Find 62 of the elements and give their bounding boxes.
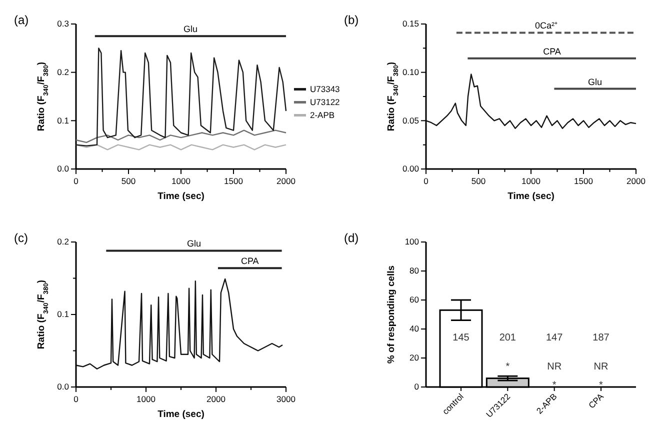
- y-tick-label: 0.0: [57, 382, 70, 392]
- chart-title: (a): [14, 13, 29, 27]
- x-tick-label: 2000: [276, 176, 296, 186]
- line-series: [75, 130, 287, 144]
- x-tick-label: 0: [424, 176, 429, 186]
- annotation: *: [599, 380, 604, 392]
- x-tick-label: 0: [74, 176, 79, 186]
- legend-label: U73122: [310, 96, 340, 107]
- y-tick-label: 0.05: [402, 115, 420, 126]
- y-tick-label: 0.3: [57, 18, 70, 29]
- x-tick-label: 1000: [136, 394, 156, 404]
- x-tick-label: 1500: [224, 176, 244, 186]
- x-tick-label: 3000: [276, 394, 296, 404]
- x-tick-label: 500: [471, 176, 486, 186]
- x-axis-title: Time (sec): [158, 191, 204, 202]
- annotation: Glu: [186, 238, 201, 249]
- annotation: CPA: [543, 46, 561, 56]
- y-tick-label: 60: [410, 294, 420, 305]
- annotation: 0Ca²⁺: [534, 20, 558, 31]
- y-axis-title: % of responding cells: [386, 265, 397, 364]
- x-tick-label: 500: [121, 176, 136, 186]
- y-tick-label: 0.1: [57, 115, 70, 126]
- y-tick-label: 40: [410, 324, 420, 334]
- legend-label: U73343: [310, 84, 340, 94]
- line-series: [75, 48, 287, 146]
- x-tick-label: CPA: [586, 391, 606, 410]
- chart-title: (c): [14, 231, 28, 245]
- y-tick-label: 0.2: [57, 67, 70, 78]
- y-tick-label: 0.2: [57, 236, 70, 247]
- x-tick-label: 1500: [574, 176, 594, 186]
- annotation: *: [506, 362, 510, 373]
- y-tick-label: 0.1: [57, 309, 70, 320]
- x-axis-title: Time (sec): [158, 409, 204, 420]
- chart-title: (b): [344, 13, 359, 27]
- y-tick-label: 0.0: [57, 164, 70, 174]
- annotation: CPA: [240, 256, 259, 266]
- y-tick-label: 0.00: [402, 164, 420, 174]
- x-tick-label: 0: [74, 394, 79, 404]
- y-tick-label: 100: [404, 236, 420, 247]
- annotation: Glu: [183, 24, 198, 34]
- annotation: 147: [546, 332, 564, 344]
- line-series: [75, 278, 284, 370]
- annotation: Glu: [588, 76, 602, 87]
- x-tick-label: 1000: [172, 176, 191, 186]
- annotation: *: [552, 380, 556, 392]
- legend-label: 2-APB: [310, 110, 335, 120]
- x-tick-label: 2000: [206, 394, 226, 404]
- y-tick-label: 0.10: [402, 67, 420, 78]
- y-tick-label: 0: [414, 382, 420, 392]
- line-series: [425, 74, 637, 129]
- x-tick-label: 2000: [626, 176, 646, 186]
- chart-title: (d): [344, 231, 359, 245]
- annotation: 187: [592, 332, 610, 344]
- annotation: 145: [452, 332, 470, 344]
- x-axis-title: Time (sec): [508, 191, 554, 202]
- annotation: 201: [499, 332, 516, 344]
- annotation: NR: [547, 362, 562, 373]
- y-tick-label: 80: [410, 266, 420, 276]
- y-tick-label: 20: [410, 352, 420, 363]
- annotation: NR: [594, 362, 608, 373]
- x-tick-label: 1000: [522, 176, 541, 186]
- y-tick-label: 0.15: [402, 18, 420, 29]
